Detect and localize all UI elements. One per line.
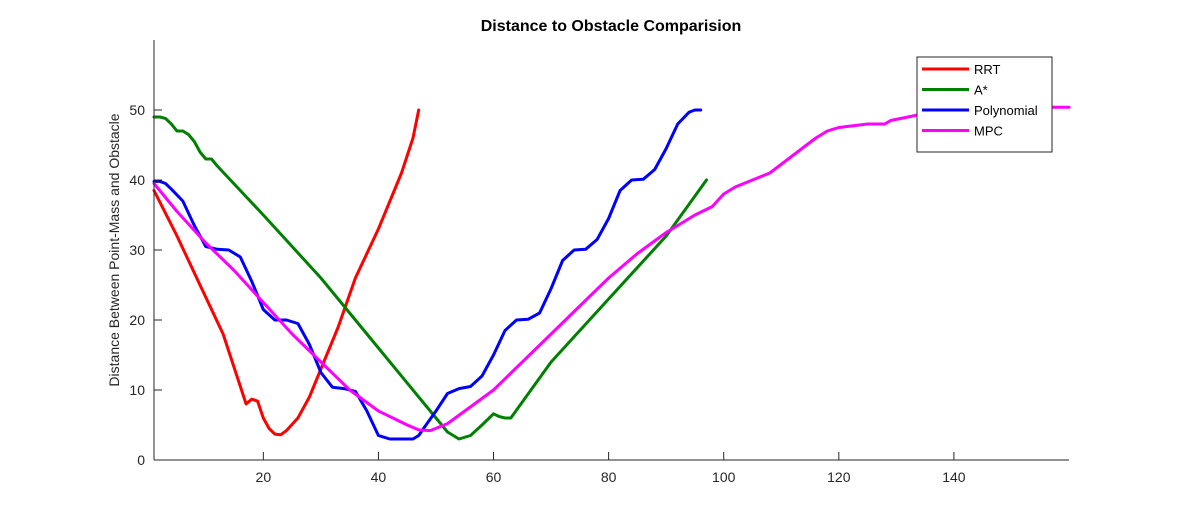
plot-lines (152, 105, 1071, 441)
y-tick-label: 10 (129, 382, 145, 398)
series-line-0 (152, 108, 421, 437)
x-tick-label: 140 (942, 469, 966, 485)
x-tick-label: 20 (256, 469, 272, 485)
series-line-1 (152, 115, 708, 441)
legend: RRT A* Polynomial MPC (916, 56, 1053, 153)
legend-label-1: A* (974, 83, 988, 98)
y-tick-label: 40 (129, 172, 145, 188)
chart-title: Distance to Obstacle Comparision (481, 18, 742, 35)
axes: 20 40 60 80 100 120 140 0 10 20 30 40 50 (129, 40, 1069, 485)
y-tick-label: 0 (137, 452, 145, 468)
x-tick-label: 60 (486, 469, 502, 485)
y-tick-label: 50 (129, 102, 145, 118)
x-tick-label: 40 (371, 469, 387, 485)
legend-label-3: MPC (974, 124, 1003, 139)
y-tick-label: 30 (129, 242, 145, 258)
y-axis-label: Distance Between Point-Mass and Obstacle (106, 113, 122, 386)
x-tick-label: 100 (712, 469, 736, 485)
x-tick-label: 80 (601, 469, 617, 485)
y-tick-label: 20 (129, 312, 145, 328)
series-line-3 (152, 105, 1071, 433)
x-tick-label: 120 (827, 469, 851, 485)
legend-label-2: Polynomial (974, 103, 1038, 118)
legend-label-0: RRT (974, 62, 1001, 77)
legend-box (916, 56, 1053, 153)
